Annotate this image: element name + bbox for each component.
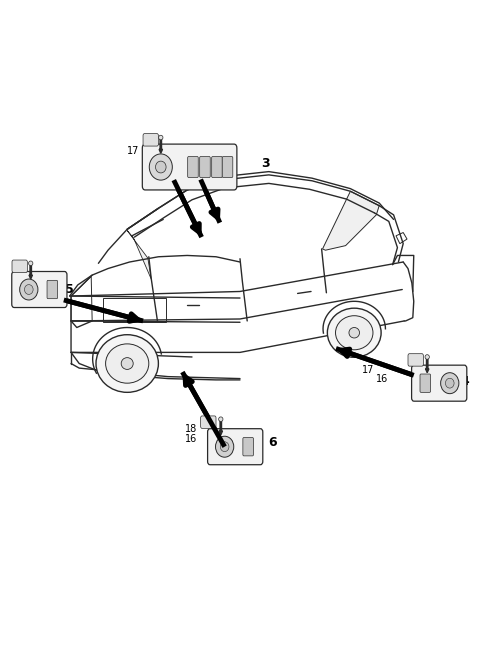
FancyBboxPatch shape bbox=[243, 438, 253, 456]
FancyBboxPatch shape bbox=[207, 429, 263, 465]
Text: 16: 16 bbox=[26, 281, 39, 291]
FancyBboxPatch shape bbox=[201, 416, 216, 428]
Text: 4: 4 bbox=[461, 375, 469, 388]
FancyBboxPatch shape bbox=[142, 144, 237, 190]
Text: 5: 5 bbox=[65, 283, 73, 296]
Ellipse shape bbox=[24, 284, 33, 295]
FancyBboxPatch shape bbox=[420, 374, 431, 392]
Text: 17: 17 bbox=[362, 365, 375, 375]
FancyBboxPatch shape bbox=[188, 157, 198, 178]
FancyBboxPatch shape bbox=[12, 260, 27, 272]
Ellipse shape bbox=[29, 261, 33, 266]
FancyBboxPatch shape bbox=[408, 354, 423, 366]
Ellipse shape bbox=[445, 379, 454, 388]
Ellipse shape bbox=[218, 417, 223, 422]
FancyBboxPatch shape bbox=[212, 157, 222, 178]
FancyBboxPatch shape bbox=[222, 157, 233, 178]
Ellipse shape bbox=[216, 436, 234, 457]
Ellipse shape bbox=[156, 161, 166, 173]
Ellipse shape bbox=[106, 344, 149, 383]
FancyBboxPatch shape bbox=[200, 157, 210, 178]
Text: 6: 6 bbox=[268, 436, 276, 449]
Ellipse shape bbox=[149, 154, 172, 180]
FancyArrow shape bbox=[159, 139, 162, 153]
FancyArrow shape bbox=[219, 421, 222, 435]
Ellipse shape bbox=[20, 279, 38, 300]
FancyBboxPatch shape bbox=[12, 271, 67, 307]
Ellipse shape bbox=[349, 328, 360, 338]
Ellipse shape bbox=[336, 316, 373, 350]
Text: 18: 18 bbox=[185, 424, 197, 434]
Ellipse shape bbox=[327, 309, 381, 358]
Ellipse shape bbox=[158, 135, 163, 140]
FancyBboxPatch shape bbox=[143, 134, 158, 146]
Text: 16: 16 bbox=[185, 434, 197, 444]
Text: 16: 16 bbox=[376, 374, 388, 384]
Polygon shape bbox=[323, 191, 379, 250]
Ellipse shape bbox=[425, 354, 429, 359]
FancyArrow shape bbox=[426, 358, 429, 373]
Text: 16: 16 bbox=[142, 155, 154, 165]
Ellipse shape bbox=[121, 358, 133, 369]
Polygon shape bbox=[127, 231, 151, 279]
Text: 18: 18 bbox=[12, 271, 24, 282]
Ellipse shape bbox=[96, 335, 158, 392]
FancyArrow shape bbox=[29, 265, 33, 279]
Text: 17: 17 bbox=[127, 145, 140, 156]
Ellipse shape bbox=[220, 442, 229, 452]
FancyBboxPatch shape bbox=[47, 280, 58, 299]
FancyBboxPatch shape bbox=[412, 365, 467, 401]
Text: 3: 3 bbox=[262, 157, 270, 170]
Ellipse shape bbox=[441, 373, 459, 394]
